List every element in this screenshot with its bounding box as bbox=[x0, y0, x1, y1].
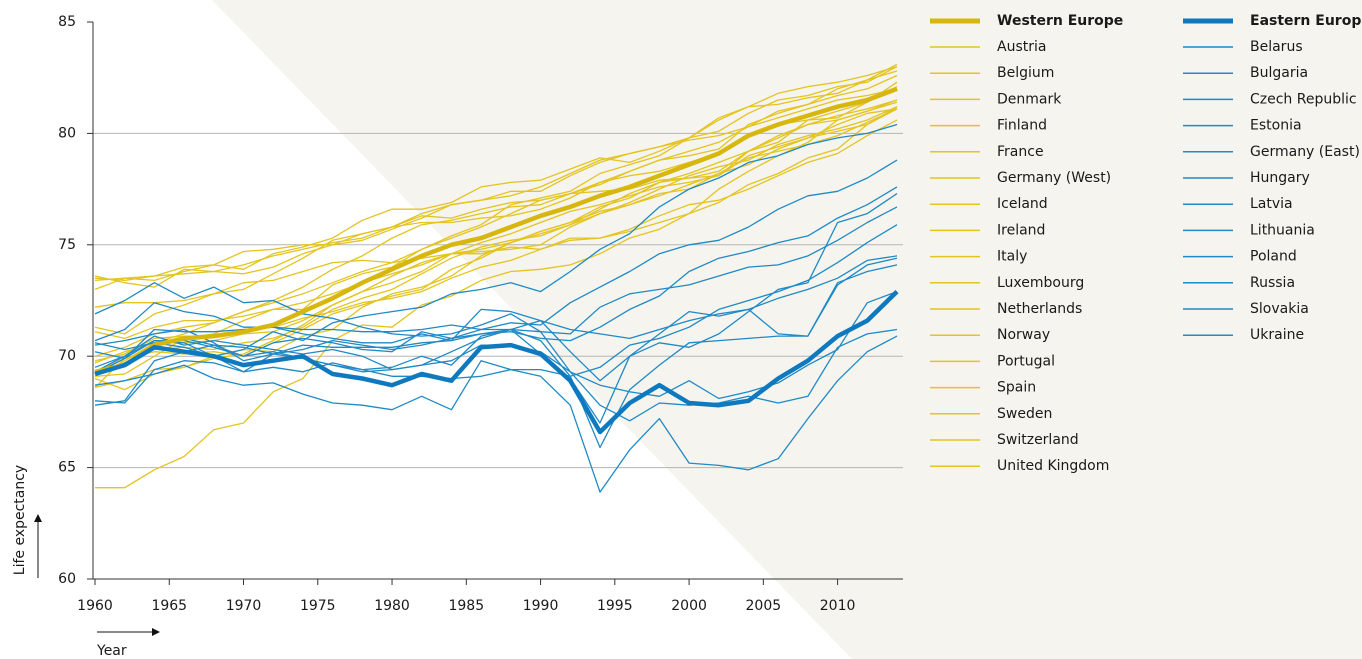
country-line bbox=[94, 123, 898, 373]
legend-label: Slovakia bbox=[1250, 301, 1309, 317]
y-tick-label: 80 bbox=[58, 125, 76, 141]
country-line bbox=[94, 106, 898, 364]
legend-label: Czech Republic bbox=[1250, 91, 1357, 107]
group-line bbox=[94, 86, 898, 374]
x-tick-label: 1965 bbox=[151, 598, 187, 614]
x-tick-label: 2000 bbox=[671, 598, 707, 614]
x-axis-title: Year bbox=[96, 643, 127, 659]
legend-label: Luxembourg bbox=[997, 275, 1084, 291]
legend-label: Austria bbox=[997, 39, 1046, 55]
legend-label: Estonia bbox=[1250, 118, 1302, 134]
legend-label: Belarus bbox=[1250, 39, 1303, 55]
country-line bbox=[95, 108, 898, 489]
legend-label: Ireland bbox=[997, 222, 1045, 238]
country-line bbox=[94, 186, 898, 406]
country-line bbox=[94, 159, 898, 373]
legend-label: Poland bbox=[1250, 249, 1297, 265]
legend-label: Hungary bbox=[1250, 170, 1310, 186]
legend-label: Ukraine bbox=[1250, 327, 1304, 343]
legend-group-label: Western Europe bbox=[997, 13, 1123, 29]
y-axis-title: Life expectancy bbox=[12, 465, 28, 575]
country-line bbox=[94, 335, 898, 493]
legend-label: Sweden bbox=[997, 406, 1052, 422]
legend-label: Latvia bbox=[1250, 196, 1293, 212]
legend: Western Europe Austria Belgium Denmark Finla… bbox=[930, 13, 1362, 474]
plot-area bbox=[93, 63, 903, 493]
legend-label: Spain bbox=[997, 380, 1036, 396]
country-line bbox=[94, 206, 898, 362]
x-tick-label: 1980 bbox=[374, 598, 410, 614]
country-line bbox=[94, 193, 898, 424]
legend-label: Germany (West) bbox=[997, 170, 1111, 186]
group-line bbox=[94, 289, 899, 435]
x-tick-label: 1960 bbox=[77, 598, 113, 614]
y-tick-label: 75 bbox=[58, 237, 76, 253]
country-line bbox=[94, 108, 898, 340]
legend-label: Lithuania bbox=[1250, 222, 1315, 238]
legend-label: Bulgaria bbox=[1250, 65, 1308, 81]
legend-label: United Kingdom bbox=[997, 458, 1109, 474]
legend-label: Finland bbox=[997, 118, 1047, 134]
legend-label: Belgium bbox=[997, 65, 1054, 81]
x-tick-label: 1970 bbox=[226, 598, 262, 614]
legend-label: Iceland bbox=[997, 196, 1048, 212]
legend-group-label: Eastern Europe bbox=[1250, 13, 1362, 29]
country-line bbox=[94, 108, 898, 391]
x-tick-label: 1985 bbox=[448, 598, 484, 614]
legend-label: Russia bbox=[1250, 275, 1295, 291]
country-line bbox=[94, 224, 898, 404]
x-tick-label: 1975 bbox=[300, 598, 336, 614]
legend-label: Denmark bbox=[997, 91, 1062, 107]
legend-label: Italy bbox=[997, 249, 1027, 265]
legend-label: Germany (East) bbox=[1250, 144, 1360, 160]
legend-label: Portugal bbox=[997, 353, 1055, 369]
country-line bbox=[94, 264, 898, 382]
y-tick-label: 85 bbox=[58, 14, 76, 30]
country-line bbox=[94, 70, 898, 282]
x-tick-label: 1990 bbox=[523, 598, 559, 614]
legend-label: France bbox=[997, 144, 1044, 160]
country-line bbox=[94, 255, 898, 375]
country-line bbox=[94, 65, 898, 335]
legend-label: Norway bbox=[997, 327, 1050, 343]
x-tick-label: 2010 bbox=[820, 598, 856, 614]
y-tick-label: 70 bbox=[58, 348, 76, 364]
country-line bbox=[94, 66, 898, 377]
x-tick-label: 2005 bbox=[746, 598, 782, 614]
y-tick-label: 65 bbox=[58, 460, 76, 476]
country-line bbox=[94, 99, 898, 282]
x-arrow-head bbox=[152, 628, 160, 636]
y-arrow-head bbox=[34, 514, 42, 522]
country-line bbox=[94, 88, 898, 291]
country-line bbox=[94, 63, 898, 377]
legend-label: Netherlands bbox=[997, 301, 1082, 317]
y-tick-label: 60 bbox=[58, 571, 76, 587]
x-tick-label: 1995 bbox=[597, 598, 633, 614]
background-shape bbox=[212, 0, 1362, 659]
legend-label: Switzerland bbox=[997, 432, 1079, 448]
